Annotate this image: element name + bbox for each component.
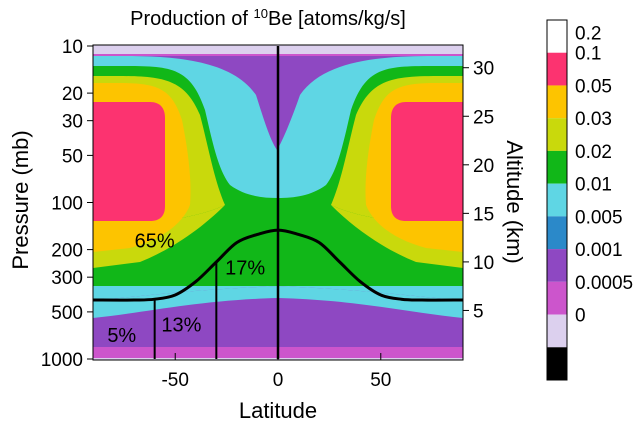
y-tick-label-left: 500 <box>51 303 83 324</box>
colorbar-label-8: 0.0005 <box>575 273 633 294</box>
colorbar-label-5: 0.01 <box>575 175 612 196</box>
y-axis-label-right: Altitude (km) <box>502 140 527 263</box>
chart-title: Production of 10Be [atoms/kg/s] <box>130 6 406 30</box>
colorbar-label-2: 0.05 <box>575 76 612 97</box>
y-axis-label-left: Pressure (mb) <box>8 130 33 269</box>
colorbar-swatch-10 <box>547 347 567 380</box>
colorbar-swatch-1 <box>547 52 567 86</box>
y-tick-label-left: 30 <box>62 112 83 133</box>
annotation-2: 13% <box>161 314 201 336</box>
annotation-3: 5% <box>107 325 136 347</box>
y-tick-label-right: 30 <box>473 59 494 80</box>
y-tick-label-left: 100 <box>51 194 83 215</box>
y-tick-label-right: 5 <box>473 301 484 322</box>
y-tick-label-right: 15 <box>473 204 494 225</box>
colorbar-swatch-9 <box>547 314 567 348</box>
colorbar-swatch-8 <box>547 281 567 315</box>
colorbar-swatch-4 <box>547 150 567 184</box>
colorbar-label-3: 0.03 <box>575 109 612 130</box>
colorbar-swatch-2 <box>547 85 567 119</box>
colorbar-swatch-0 <box>547 20 567 53</box>
colorbar-label-7: 0.001 <box>575 240 623 261</box>
annotation-1: 17% <box>225 257 265 279</box>
colorbar-frame <box>546 19 568 381</box>
colorbar-label-9: 0 <box>575 306 586 327</box>
colorbar-swatch-6 <box>547 216 567 250</box>
annotation-0: 65% <box>135 231 175 253</box>
colorbar: 0.1 0.05 0.03 0.02 0.01 0.005 0.001 0.0005 0 0.2 <box>546 19 633 381</box>
colorbar-label-1: 0.1 <box>575 44 601 65</box>
annotations: 65% 17% 13% 5% <box>107 231 265 347</box>
y-tick-label-left: 10 <box>62 37 83 58</box>
colorbar-label-4: 0.02 <box>575 142 612 163</box>
y-tick-label-left: 1000 <box>41 350 83 371</box>
colorbar-label-6: 0.005 <box>575 207 623 228</box>
colorbar-swatch-5 <box>547 183 567 217</box>
y-tick-label-left: 20 <box>62 84 83 105</box>
y-tick-label-left: 300 <box>51 268 83 289</box>
colorbar-swatch-3 <box>547 118 567 151</box>
contour-field <box>93 45 463 360</box>
colorbar-swatch-7 <box>547 249 567 282</box>
x-tick-label: -50 <box>161 370 188 391</box>
x-tick-label: 0 <box>273 370 284 391</box>
x-tick-label: 50 <box>370 370 391 391</box>
y-tick-label-right: 25 <box>473 107 494 128</box>
colorbar-label-0: 0.2 <box>575 24 601 45</box>
y-tick-label-left: 200 <box>51 241 83 262</box>
y-tick-label-left: 50 <box>62 146 83 167</box>
axes: -50 0 50 1000 500 300 200 100 50 30 20 10 5 10 15 20 25 3… <box>41 37 494 391</box>
y-tick-label-right: 20 <box>473 156 494 177</box>
y-tick-label-right: 10 <box>473 253 494 274</box>
x-axis-label: Latitude <box>239 398 317 423</box>
overlay-lines <box>92 46 464 359</box>
